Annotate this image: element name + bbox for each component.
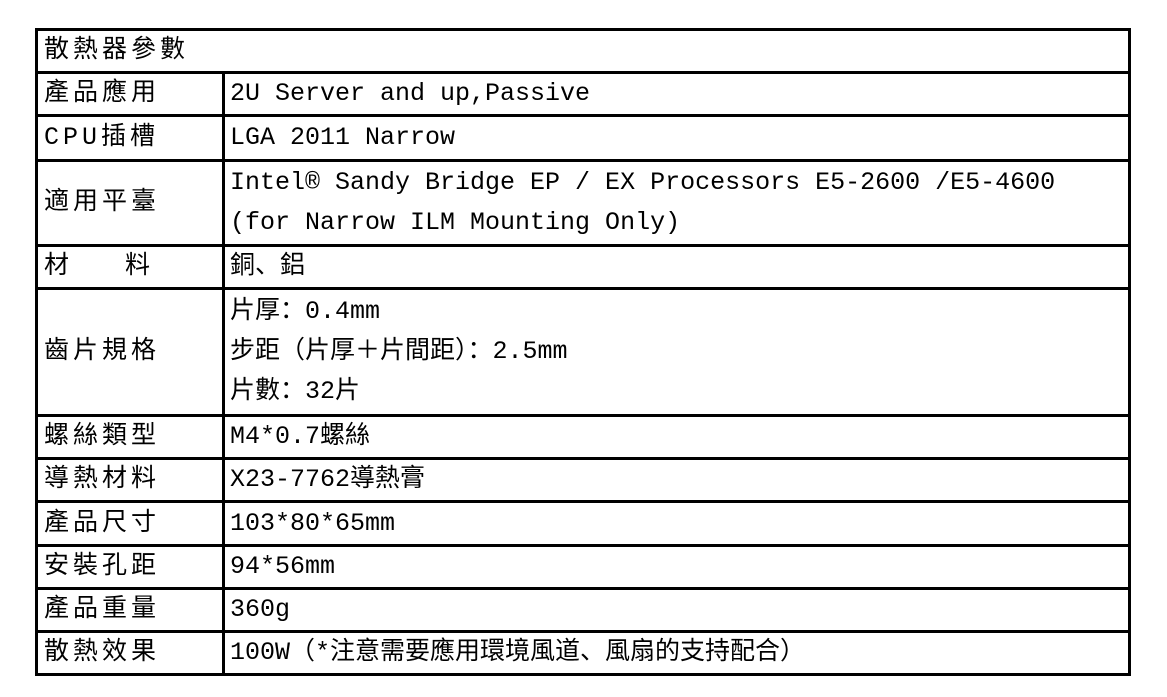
row-value: Intel® Sandy Bridge EP / EX Processors E…	[222, 159, 1131, 247]
table-row: 產品重量 360g	[35, 587, 1131, 633]
row-label: 齒片規格	[35, 287, 225, 417]
row-label: 螺絲類型	[35, 414, 225, 460]
row-label: 安裝孔距	[35, 544, 225, 590]
row-value: M4*0.7螺絲	[222, 414, 1131, 460]
row-value: 銅、鋁	[222, 244, 1131, 290]
table-row: 螺絲類型 M4*0.7螺絲	[35, 414, 1131, 460]
label-part: 料	[124, 252, 154, 281]
row-value: 2U Server and up,Passive	[222, 71, 1131, 117]
table-row: 適用平臺 Intel® Sandy Bridge EP / EX Process…	[35, 159, 1131, 247]
value-line: (for Narrow ILM Mounting Only)	[230, 208, 681, 237]
row-label: 散熱效果	[35, 630, 225, 676]
row-value: X23-7762導熱膏	[222, 457, 1131, 503]
table-row: 材料 銅、鋁	[35, 244, 1131, 290]
row-label: 產品重量	[35, 587, 225, 633]
table-row: 產品應用 2U Server and up,Passive	[35, 71, 1131, 117]
table-title: 散熱器參數	[35, 28, 1131, 74]
row-value: 片厚：0.4mm 步距（片厚＋片間距）：2.5mm 片數：32片	[222, 287, 1131, 417]
table-row: 產品尺寸 103*80*65mm	[35, 500, 1131, 547]
value-line: Intel® Sandy Bridge EP / EX Processors E…	[230, 168, 1056, 197]
row-value: 360g	[222, 587, 1131, 633]
table-row: CPU插槽 LGA 2011 Narrow	[35, 114, 1131, 162]
value-line: 片數：32片	[230, 377, 361, 406]
row-label: 產品應用	[35, 71, 225, 117]
label-part: 材	[44, 252, 74, 281]
row-label: 產品尺寸	[35, 500, 225, 547]
table-title-row: 散熱器參數	[35, 28, 1131, 74]
row-value: 100W（*注意需要應用環境風道、風扇的支持配合）	[222, 630, 1131, 676]
row-value: 103*80*65mm	[222, 500, 1131, 547]
table-row: 散熱效果 100W（*注意需要應用環境風道、風扇的支持配合）	[35, 630, 1131, 676]
heatsink-spec-table: 散熱器參數 產品應用 2U Server and up,Passive CPU插…	[35, 28, 1131, 676]
row-value: LGA 2011 Narrow	[222, 114, 1131, 162]
row-label: 材料	[35, 244, 225, 290]
table-row: 導熱材料 X23-7762導熱膏	[35, 457, 1131, 503]
row-value: 94*56mm	[222, 544, 1131, 590]
table-row: 安裝孔距 94*56mm	[35, 544, 1131, 590]
row-label: CPU插槽	[35, 114, 225, 162]
row-label: 導熱材料	[35, 457, 225, 503]
table-row: 齒片規格 片厚：0.4mm 步距（片厚＋片間距）：2.5mm 片數：32片	[35, 287, 1131, 417]
value-line: 步距（片厚＋片間距）：2.5mm	[230, 337, 568, 366]
value-line: 片厚：0.4mm	[230, 297, 381, 326]
row-label: 適用平臺	[35, 159, 225, 247]
